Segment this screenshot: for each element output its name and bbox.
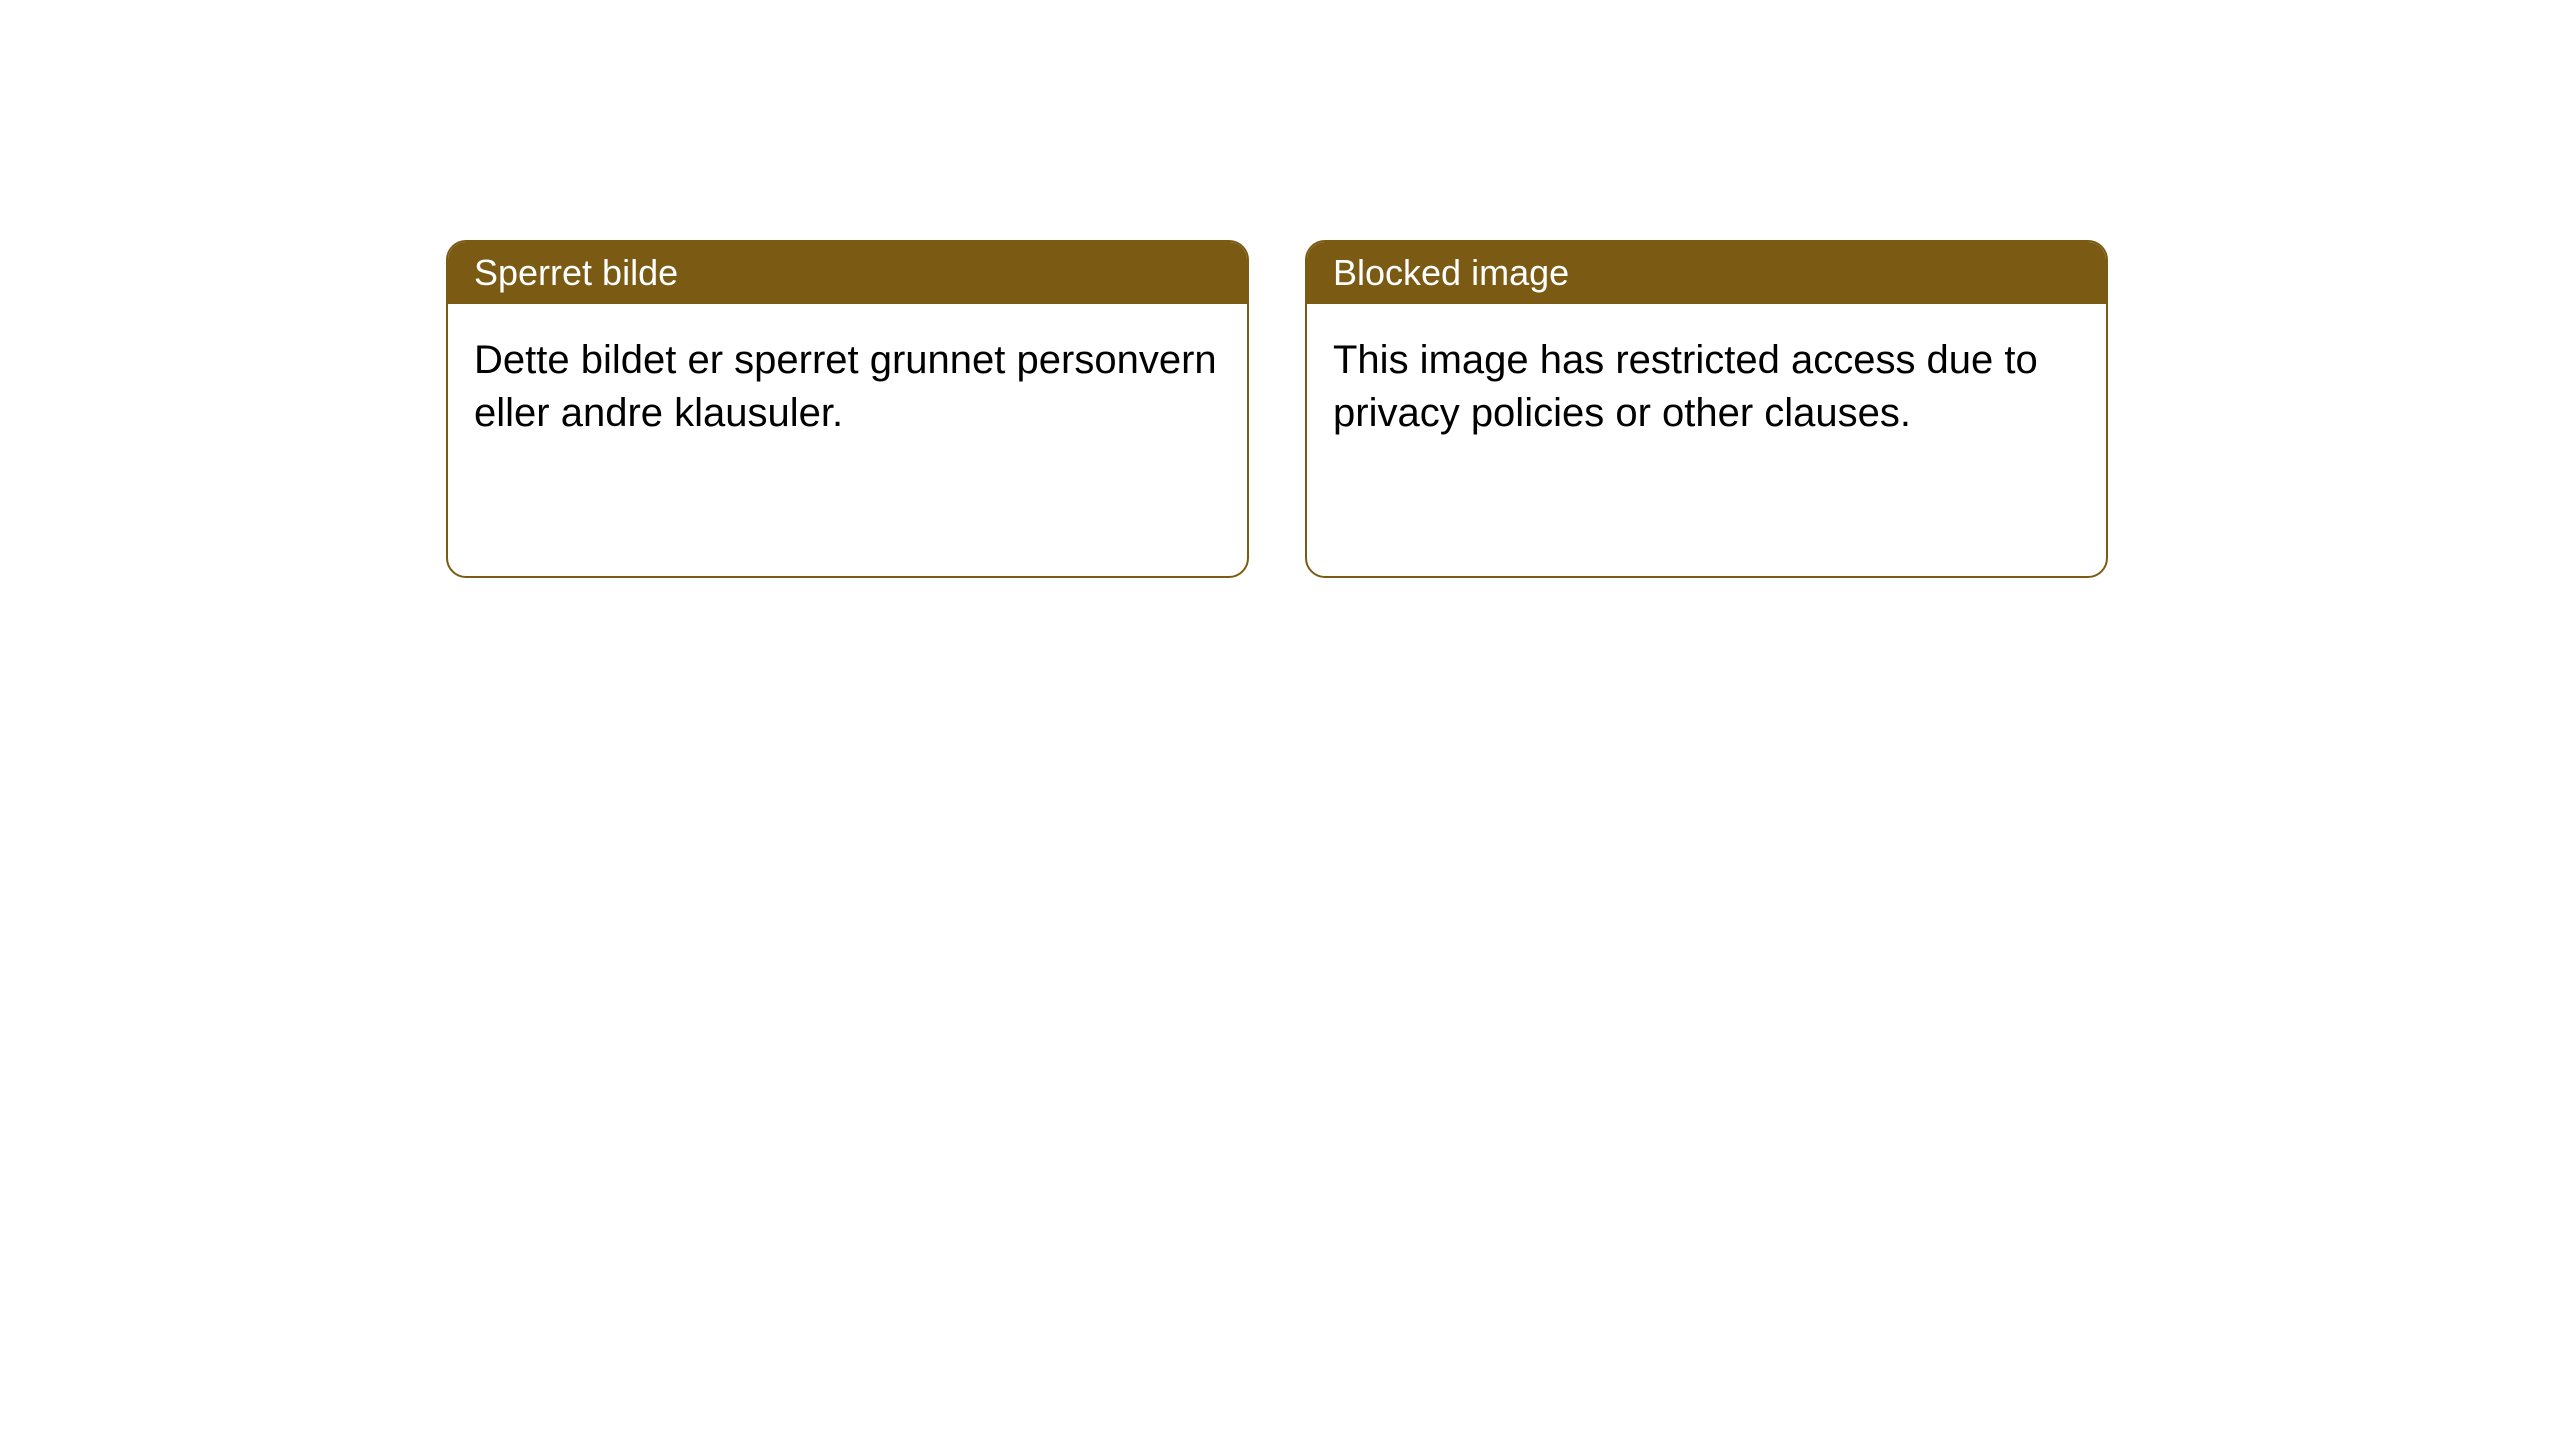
notice-body-en: This image has restricted access due to … — [1307, 304, 2106, 470]
notice-container: Sperret bilde Dette bildet er sperret gr… — [446, 240, 2108, 578]
notice-title-no: Sperret bilde — [448, 242, 1247, 304]
notice-card-en: Blocked image This image has restricted … — [1305, 240, 2108, 578]
notice-body-no: Dette bildet er sperret grunnet personve… — [448, 304, 1247, 470]
notice-card-no: Sperret bilde Dette bildet er sperret gr… — [446, 240, 1249, 578]
notice-title-en: Blocked image — [1307, 242, 2106, 304]
